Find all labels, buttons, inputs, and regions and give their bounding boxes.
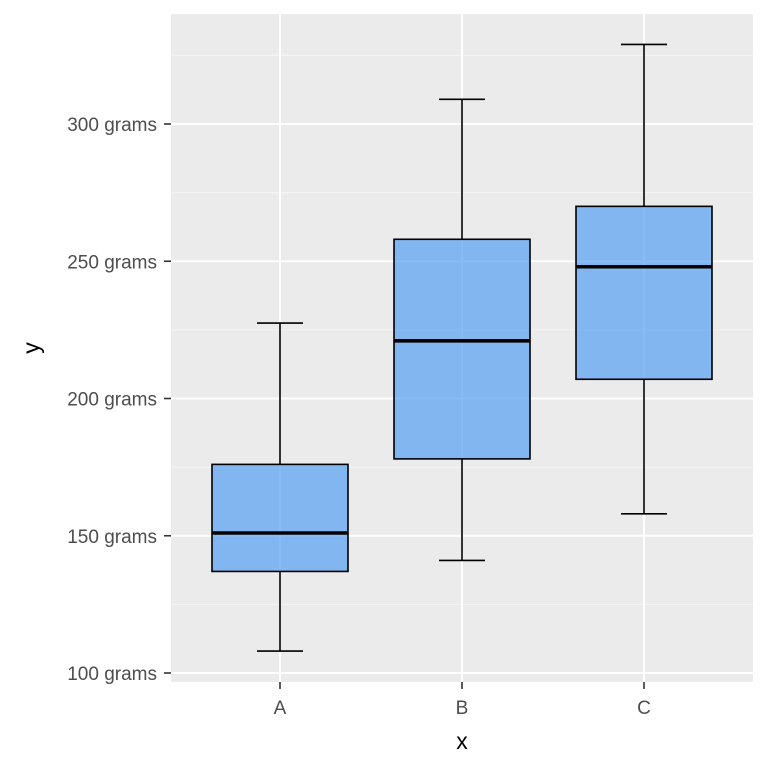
y-tick-label: 100 grams (67, 664, 157, 685)
y-tick-label: 300 grams (67, 115, 157, 136)
x-tick-label: B (456, 698, 469, 719)
y-tick-label: 250 grams (67, 252, 157, 273)
x-axis-title: x (456, 728, 468, 754)
x-axis: A B C (274, 682, 651, 719)
boxplot-series (211, 43, 713, 652)
box-iqr (575, 205, 713, 381)
box-iqr (393, 238, 531, 460)
x-tick-label: A (274, 698, 287, 719)
box-B (393, 98, 531, 562)
box-iqr (211, 463, 349, 573)
y-tick-label: 150 grams (67, 527, 157, 548)
y-axis: 100 grams 150 grams 200 grams 250 grams 300 … (67, 115, 171, 685)
y-axis-title: y (18, 342, 44, 354)
x-tick-label: C (637, 698, 651, 719)
box-C (575, 43, 713, 515)
y-tick-label: 200 grams (67, 390, 157, 411)
box-A (211, 322, 349, 652)
